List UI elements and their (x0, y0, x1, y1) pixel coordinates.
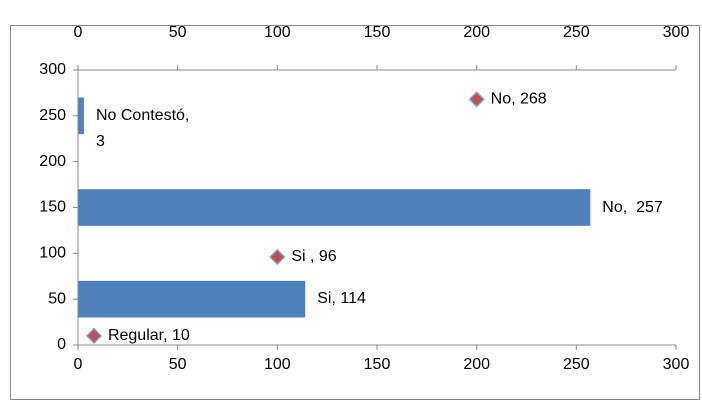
y-tick-label: 0 (57, 336, 66, 353)
data-label-box: No, 257 (602, 198, 663, 216)
y-tick-label: 300 (39, 61, 66, 78)
x-tick-label: 200 (463, 24, 490, 41)
x-tick-label: 300 (663, 356, 690, 373)
x-tick-label: 50 (169, 24, 187, 41)
data-label: Regular, 10 (108, 327, 190, 344)
x-tick-label: 300 (663, 24, 690, 41)
point (468, 91, 485, 108)
y-tick-label: 100 (39, 245, 66, 262)
data-label: No, 257 (602, 198, 663, 216)
y-tick-label: 200 (39, 153, 66, 170)
x-tick-label: 150 (364, 24, 391, 41)
chart-border (10, 25, 700, 400)
x-tick-label: 50 (169, 356, 187, 373)
data-label: No Contestó, 3 (95, 106, 194, 150)
bar (78, 189, 591, 226)
data-label: Si, 114 (317, 290, 366, 308)
y-tick-label: 250 (39, 107, 66, 124)
y-tick-label: 150 (39, 199, 66, 216)
point (85, 327, 103, 344)
x-tick-label: 100 (264, 356, 291, 373)
data-label: Si , 96 (291, 248, 336, 265)
y-tick-label: 50 (48, 290, 66, 307)
data-label-box: Si, 114 (317, 290, 366, 308)
data-label: No, 268 (491, 91, 547, 108)
x-tick-label: 250 (563, 24, 590, 41)
bar (78, 280, 306, 318)
data-label-box: No Contestó, 3 (95, 106, 194, 150)
x-tick-label: 250 (563, 356, 590, 373)
x-tick-label: 200 (463, 356, 490, 373)
x-tick-label: 100 (264, 24, 291, 41)
bar (78, 97, 84, 135)
x-tick-label: 0 (74, 356, 83, 373)
point (269, 248, 286, 266)
x-tick-label: 150 (364, 356, 391, 373)
x-tick-label: 0 (74, 24, 83, 41)
